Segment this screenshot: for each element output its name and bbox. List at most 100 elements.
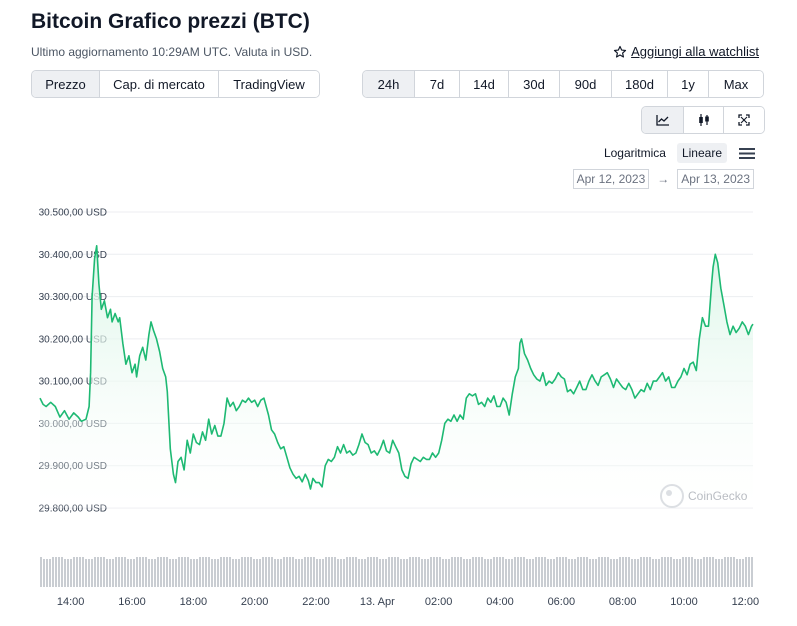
scale-linear[interactable]: Lineare xyxy=(676,143,727,163)
volume-bar xyxy=(565,557,567,587)
volume-bar xyxy=(406,559,408,587)
add-to-watchlist-link[interactable]: Aggiungi alla watchlist xyxy=(613,44,759,59)
volume-bar xyxy=(610,559,612,587)
page-title: Bitcoin Grafico prezzi (BTC) xyxy=(31,10,310,33)
volume-bar xyxy=(478,557,480,587)
volume-bar xyxy=(733,557,735,587)
volume-bar xyxy=(229,557,231,587)
volume-bar xyxy=(577,557,579,587)
date-to-input[interactable]: Apr 13, 2023 xyxy=(677,169,754,189)
volume-bar xyxy=(535,557,537,587)
volume-bar xyxy=(730,557,732,587)
volume-bar xyxy=(346,557,348,587)
volume-bar xyxy=(280,559,282,587)
line-chart-button[interactable] xyxy=(642,107,684,133)
volume-bar xyxy=(196,559,198,587)
volume-bar xyxy=(70,559,72,587)
volume-bar xyxy=(694,559,696,587)
volume-bar xyxy=(295,559,297,587)
x-tick-label: 12:00 xyxy=(732,596,760,608)
volume-bar xyxy=(403,559,405,587)
volume-bar xyxy=(571,559,573,587)
volume-bar xyxy=(508,559,510,587)
volume-bar xyxy=(55,557,57,587)
volume-bar xyxy=(484,559,486,587)
tab-period-180d[interactable]: 180d xyxy=(612,71,668,97)
volume-bar xyxy=(124,557,126,587)
volume-bar xyxy=(652,559,654,587)
volume-bar xyxy=(76,557,78,587)
volume-bar xyxy=(520,557,522,587)
volume-bar xyxy=(217,559,219,587)
volume-bar xyxy=(88,559,90,587)
tab-period-max[interactable]: Max xyxy=(709,71,763,97)
tab-period-24h[interactable]: 24h xyxy=(363,71,415,97)
line-chart-icon xyxy=(655,115,669,126)
volume-bar xyxy=(310,557,312,587)
volume-bar xyxy=(61,557,63,587)
volume-bar xyxy=(496,557,498,587)
volume-bar xyxy=(604,557,606,587)
volume-bar xyxy=(532,559,534,587)
tab-period-14d[interactable]: 14d xyxy=(460,71,509,97)
volume-bar xyxy=(202,557,204,587)
volume-bar xyxy=(433,557,435,587)
volume-bar xyxy=(262,557,264,587)
volume-bar xyxy=(109,559,111,587)
volume-bar xyxy=(85,559,87,587)
volume-bar xyxy=(718,559,720,587)
tab-tradingview[interactable]: TradingView xyxy=(219,71,319,97)
volume-bar xyxy=(664,557,666,587)
tab-period-7d[interactable]: 7d xyxy=(415,71,460,97)
volume-bar xyxy=(313,557,315,587)
volume-bar xyxy=(151,559,153,587)
y-tick-label: 29.800,00 USD xyxy=(39,504,107,515)
price-chart[interactable]: 30.500,00 USD 30.400,00 USD 30.300,00 USD 3… xyxy=(0,195,797,626)
volume-bar xyxy=(166,557,168,587)
volume-bar xyxy=(136,557,138,587)
volume-bar xyxy=(685,557,687,587)
fullscreen-button[interactable] xyxy=(724,107,764,133)
volume-bar xyxy=(655,559,657,587)
volume-bar xyxy=(529,559,531,587)
volume-bar xyxy=(391,557,393,587)
volume-bar xyxy=(103,557,105,587)
tab-price[interactable]: Prezzo xyxy=(32,71,100,97)
tab-market-cap[interactable]: Cap. di mercato xyxy=(100,71,219,97)
volume-bar xyxy=(160,557,162,587)
volume-bar xyxy=(190,559,192,587)
tab-period-90d[interactable]: 90d xyxy=(560,71,612,97)
volume-bar xyxy=(592,559,594,587)
volume-bar xyxy=(91,559,93,587)
candlestick-button[interactable] xyxy=(684,107,724,133)
volume-bar xyxy=(751,557,753,587)
volume-bar xyxy=(628,557,630,587)
x-tick-label: 16:00 xyxy=(118,596,146,608)
volume-bar xyxy=(574,559,576,587)
volume-bar xyxy=(463,559,465,587)
y-tick-label: 30.300,00 USD xyxy=(39,292,107,303)
price-line[interactable] xyxy=(39,245,754,490)
volume-bar xyxy=(430,557,432,587)
menu-icon[interactable] xyxy=(739,147,755,160)
volume-bar xyxy=(442,559,444,587)
date-from-input[interactable]: Apr 12, 2023 xyxy=(572,169,650,189)
volume-bar xyxy=(493,557,495,587)
volume-bar xyxy=(283,557,285,587)
volume-bar xyxy=(526,559,528,587)
volume-bar xyxy=(286,557,288,587)
volume-bar xyxy=(472,557,474,587)
volume-bar xyxy=(439,557,441,587)
volume-bar xyxy=(469,559,471,587)
star-icon xyxy=(613,45,627,58)
volume-bar xyxy=(40,557,42,587)
volume-bar xyxy=(640,557,642,587)
volume-bar xyxy=(724,557,726,587)
volume-bar xyxy=(448,559,450,587)
volume-bar xyxy=(331,557,333,587)
tab-period-1y[interactable]: 1y xyxy=(668,71,709,97)
volume-bar xyxy=(301,559,303,587)
volume-bar xyxy=(250,557,252,587)
tab-period-30d[interactable]: 30d xyxy=(509,71,560,97)
scale-logarithmic[interactable]: Logaritmica xyxy=(603,146,666,160)
